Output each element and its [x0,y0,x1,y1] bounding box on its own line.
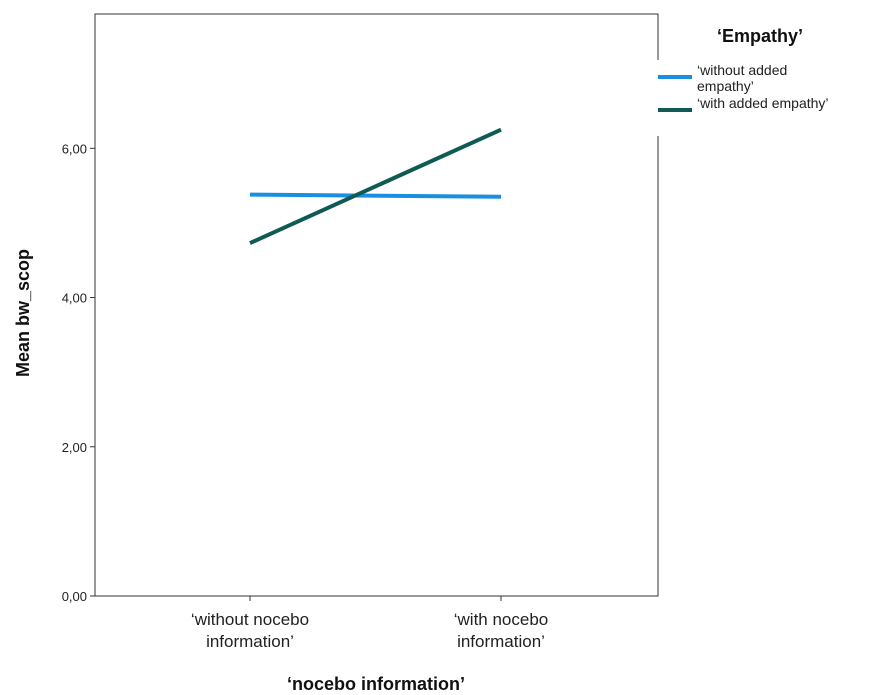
y-tick-label: 2,00 [62,440,87,455]
legend-label: ‘with added empathy’ [697,95,829,111]
y-tick-label: 4,00 [62,291,87,306]
legend-mask [657,60,870,136]
y-tick-label: 0,00 [62,589,87,604]
x-category-label: ‘without nocebo [191,610,309,629]
x-axis-title: ‘nocebo information’ [287,674,465,694]
legend-label: empathy’ [697,78,754,94]
legend-title: ‘Empathy’ [717,26,803,46]
plot-frame [94,13,659,597]
series-line-with-empathy [249,127,502,245]
x-category-label: information’ [206,632,294,651]
x-category-label: ‘with nocebo [454,610,549,629]
x-category-label: information’ [457,632,545,651]
y-axis-title: Mean bw_scop [13,249,33,377]
series-line-without-empathy [249,192,502,199]
y-tick-label: 6,00 [62,141,87,156]
legend-label: ‘without added [697,62,787,78]
